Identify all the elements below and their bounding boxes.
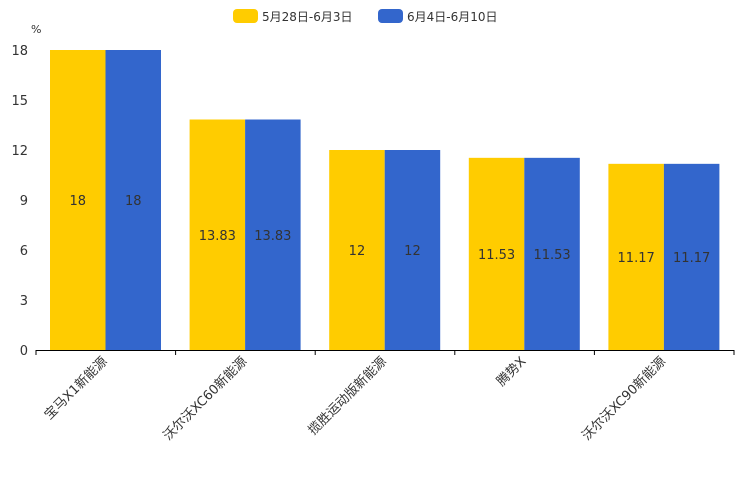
bar-value-label-1-1: 18 <box>69 194 86 209</box>
bar-1-2[interactable] <box>189 119 246 351</box>
bar-value-label-1-3: 12 <box>349 244 366 259</box>
x-tick-label-3: 揽胜运动版新能源 <box>305 354 390 439</box>
x-tick-label-5: 沃尔沃XC90新能源 <box>579 354 669 444</box>
legend-swatch-1[interactable] <box>233 9 258 23</box>
bar-1-4[interactable] <box>468 157 525 350</box>
bar-value-label-2-3: 12 <box>404 244 421 259</box>
bar-group: 18 18 13.83 13.83 12 12 11.53 11.53 11.17 11.17 <box>50 50 720 351</box>
x-axis: 宝马X1新能源 沃尔沃XC60新能源 揽胜运动版新能源 腾势X 沃尔沃XC90新能源 <box>35 350 735 444</box>
legend-swatch-2[interactable] <box>378 9 403 23</box>
bar-1-5[interactable] <box>608 163 664 350</box>
bar-2-4[interactable] <box>524 157 580 350</box>
y-tick-label-9: 9 <box>20 194 28 209</box>
y-tick-label-3: 3 <box>20 294 28 309</box>
y-axis: 0 3 6 9 12 15 18 <box>11 44 28 359</box>
x-tick-label-4: 腾势X <box>493 353 529 389</box>
bar-value-label-2-1: 18 <box>125 194 142 209</box>
bar-value-label-2-4: 11.53 <box>533 248 570 263</box>
chart-legend: 5月28日-6月3日 6月4日-6月10日 <box>233 9 498 24</box>
bar-value-label-1-4: 11.53 <box>478 248 515 263</box>
bar-value-label-1-2: 13.83 <box>199 229 236 244</box>
y-axis-unit-label: % <box>31 23 41 36</box>
legend-label-1[interactable]: 5月28日-6月3日 <box>262 10 353 24</box>
y-tick-label-18: 18 <box>11 44 28 59</box>
bar-value-label-1-5: 11.17 <box>618 251 655 266</box>
y-tick-label-15: 15 <box>11 94 28 109</box>
legend-label-2[interactable]: 6月4日-6月10日 <box>407 10 498 24</box>
bar-2-1[interactable] <box>105 50 162 350</box>
bar-2-5[interactable] <box>663 163 720 350</box>
y-tick-label-6: 6 <box>20 244 28 259</box>
x-tick-label-1: 宝马X1新能源 <box>41 354 110 423</box>
bar-value-label-2-2: 13.83 <box>254 229 291 244</box>
y-tick-label-0: 0 <box>20 344 28 359</box>
bar-1-3[interactable] <box>329 150 385 350</box>
bar-1-1[interactable] <box>50 50 106 350</box>
bar-2-2[interactable] <box>245 119 301 351</box>
bar-value-label-2-5: 11.17 <box>673 251 710 266</box>
bar-2-3[interactable] <box>384 150 441 350</box>
y-tick-label-12: 12 <box>11 144 28 159</box>
x-tick-label-2: 沃尔沃XC60新能源 <box>160 354 250 444</box>
